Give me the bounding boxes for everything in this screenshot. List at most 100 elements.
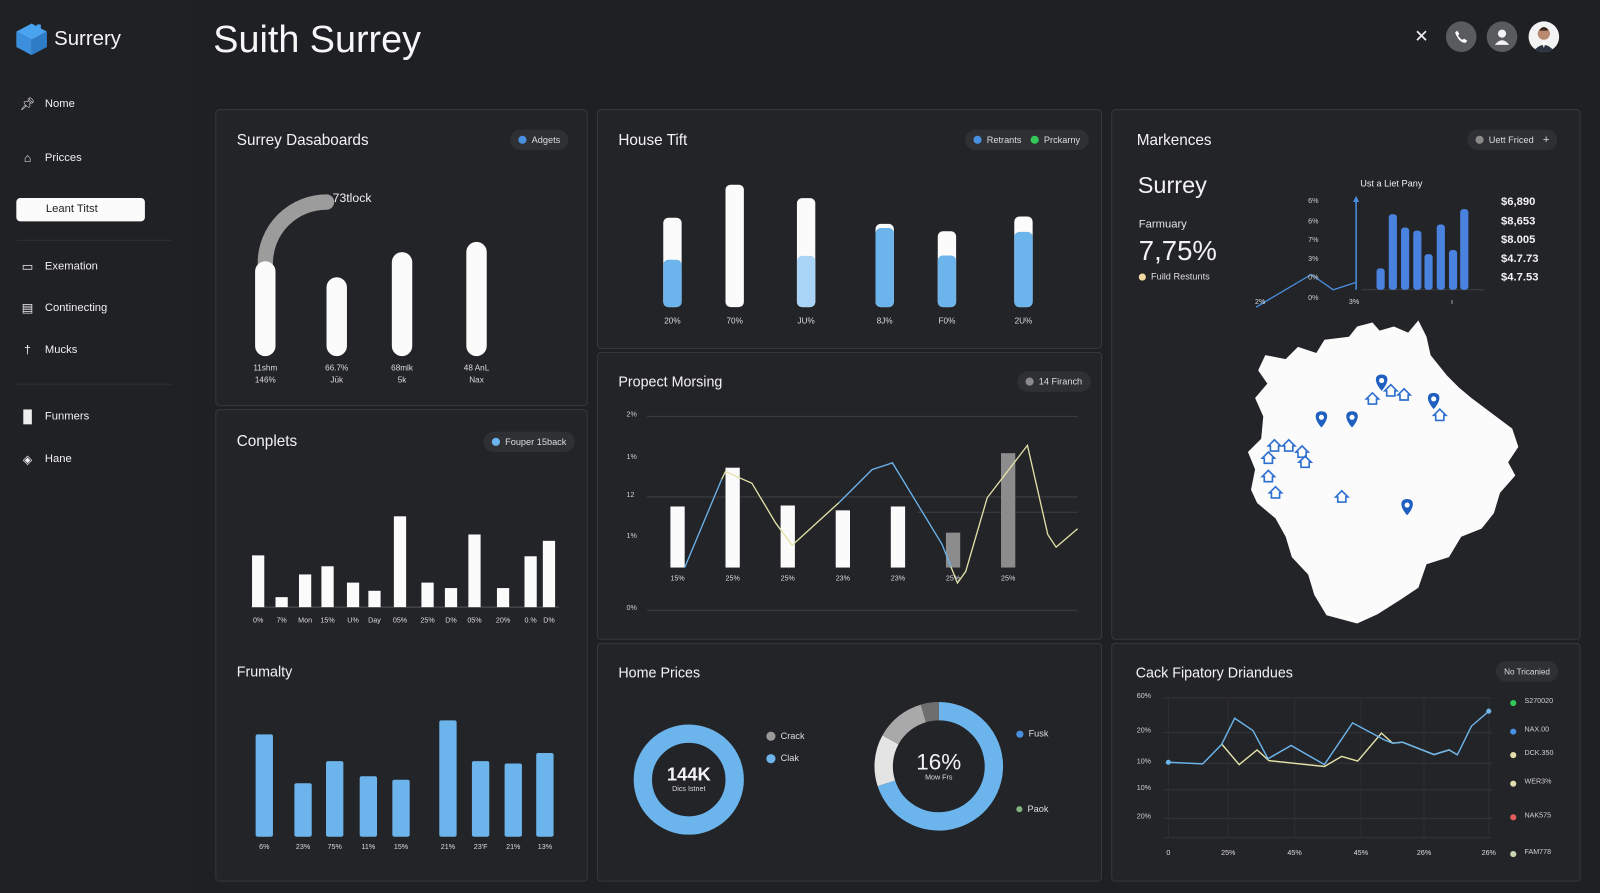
arc-gauge: [257, 194, 335, 271]
house-marker-icon: [1267, 485, 1284, 499]
conplets-panel: Conplets Fouper 15back Frumalty 0% 7% Mon 1…: [215, 409, 588, 882]
sidebar-item-pricces[interactable]: ⌂ Pricces: [20, 151, 82, 165]
donut-center-value: 144K: [666, 764, 711, 785]
house-marker-icon: [1395, 387, 1413, 401]
legend-item: Crack: [766, 731, 805, 741]
close-icon[interactable]: ✕: [1414, 26, 1429, 46]
legend-pill[interactable]: 14 Firanch: [1017, 371, 1091, 392]
bar-label: 11shm: [253, 363, 278, 373]
bar: [468, 534, 481, 608]
y-tick-label: 0%: [1308, 274, 1319, 282]
legend-pill[interactable]: Retrants Prckarny: [965, 129, 1089, 150]
bar: [255, 261, 276, 357]
bar-label: 48 AnL: [463, 363, 490, 373]
sidebar-item-label: Continecting: [44, 302, 108, 315]
sidebar: Surrery 📌︎ Nome ⌂ Pricces Leant Titst ▭ Exe…: [0, 0, 194, 893]
bar: [275, 597, 288, 608]
leant-titst-button[interactable]: Leant Titst: [16, 197, 145, 222]
bar-fill: [663, 259, 682, 308]
phone-button[interactable]: [1445, 21, 1477, 53]
price-value: $8,653: [1501, 214, 1536, 228]
bar: [1413, 230, 1422, 290]
sidebar-item-label: Pricces: [44, 152, 82, 165]
bar: [391, 252, 413, 357]
legend-pill[interactable]: Fouper 15back: [483, 431, 575, 453]
bar-label: 20%: [664, 316, 681, 326]
bar: [255, 734, 273, 837]
filter-pill[interactable]: Uett Friced +: [1467, 129, 1558, 150]
cack-fipatory-panel: Cack Fipatory Driandues No Tricanied 60%…: [1111, 642, 1581, 882]
y-tick-label: 0%: [626, 605, 637, 613]
x-tick-label: 25%: [1221, 849, 1236, 858]
sidebar-item-funmers[interactable]: ▐▌ Funmers: [18, 409, 89, 424]
legend-item: Paok: [1016, 804, 1048, 814]
bar-label: 11%: [361, 843, 376, 852]
y-tick-label: 10%: [1136, 758, 1152, 766]
bar: [1388, 214, 1397, 290]
bar: [1001, 453, 1016, 568]
bar-label: D%: [445, 617, 457, 625]
legend-item: S270020: [1524, 697, 1554, 706]
legend-label: Adgets: [531, 134, 561, 145]
bar-label: 2U%: [1014, 316, 1033, 326]
page-title: Suith Surrey: [213, 18, 422, 61]
house-marker-icon: [1280, 438, 1297, 452]
y-tick-label: 60%: [1136, 692, 1152, 700]
legend-dot: [1510, 780, 1517, 787]
markences-panel: Markences Uett Friced + Surrey Farmuary 7…: [1111, 109, 1581, 640]
bar-label: 23'F: [473, 843, 488, 852]
bar: [780, 505, 795, 568]
x-tick-label: ı: [1451, 298, 1454, 307]
x-tick-label: 26%: [1416, 849, 1432, 858]
y-tick-label: 1%: [626, 454, 637, 462]
legend-item: Fusk: [1016, 729, 1048, 739]
sidebar-item-hane[interactable]: ◈ Hane: [20, 452, 72, 466]
y-tick-label: 20%: [1136, 813, 1152, 821]
sidebar-item-mucks[interactable]: † Mucks: [20, 343, 77, 357]
rate-legend: Fuild Restunts: [1138, 271, 1210, 282]
house-marker-icon: [1260, 469, 1277, 483]
line-series: [684, 479, 723, 568]
bar: [368, 590, 381, 608]
y-tick-label: 6%: [1308, 197, 1319, 206]
avatar[interactable]: [1528, 21, 1560, 53]
x-tick-label: 23%: [835, 575, 851, 583]
x-tick-label: 0: [1166, 849, 1171, 858]
bar-label: 68mlk: [391, 363, 413, 373]
sidebar-item-exemation[interactable]: ▭ Exemation: [20, 259, 98, 273]
badge-pill[interactable]: No Tricanied: [1495, 661, 1559, 682]
legend-pill[interactable]: Adgets: [510, 129, 569, 150]
legend-dot: [518, 135, 527, 144]
house-marker-icon: [1333, 489, 1350, 503]
bar-label: 6%: [259, 843, 270, 852]
house-marker-icon: [1296, 454, 1314, 469]
user-button[interactable]: [1486, 21, 1518, 53]
legend-dot: [1025, 377, 1034, 386]
bar: [392, 779, 410, 837]
donut-center-label: Dics Istnet: [672, 785, 706, 793]
y-tick-label: 2%: [626, 411, 637, 419]
bar-label: Mon: [298, 617, 313, 625]
plus-icon[interactable]: +: [1542, 133, 1550, 146]
panel-title: House Tift: [618, 131, 688, 149]
bar-sublabel: Jūk: [330, 375, 344, 385]
bar-chart-icon: ▐▌: [18, 409, 37, 424]
bar: [835, 510, 850, 568]
legend-dot: [1510, 752, 1517, 759]
x-tick-label: 3%: [1348, 298, 1360, 307]
bar-label: 0.%: [524, 617, 537, 625]
bar: [466, 241, 487, 357]
sidebar-item-nome[interactable]: 📌︎ Nome: [20, 97, 75, 111]
legend-dot: [491, 437, 500, 446]
bar: [439, 720, 457, 837]
bar-label: 66.7%: [325, 363, 349, 373]
sidebar-item-continecting[interactable]: ▤ Continecting: [20, 301, 108, 315]
donut-slice: [633, 724, 744, 835]
y-tick-label: 10%: [1136, 784, 1152, 792]
panel-title: Surrey Dasaboards: [236, 131, 369, 149]
home-prices-panel: Home Prices 144K Dics Istnet 16% Mow Frs…: [596, 642, 1103, 882]
bar: [1436, 224, 1445, 290]
bar-fill: [875, 228, 894, 308]
sidebar-divider: [16, 383, 172, 385]
bar-label: 70%: [726, 316, 743, 326]
